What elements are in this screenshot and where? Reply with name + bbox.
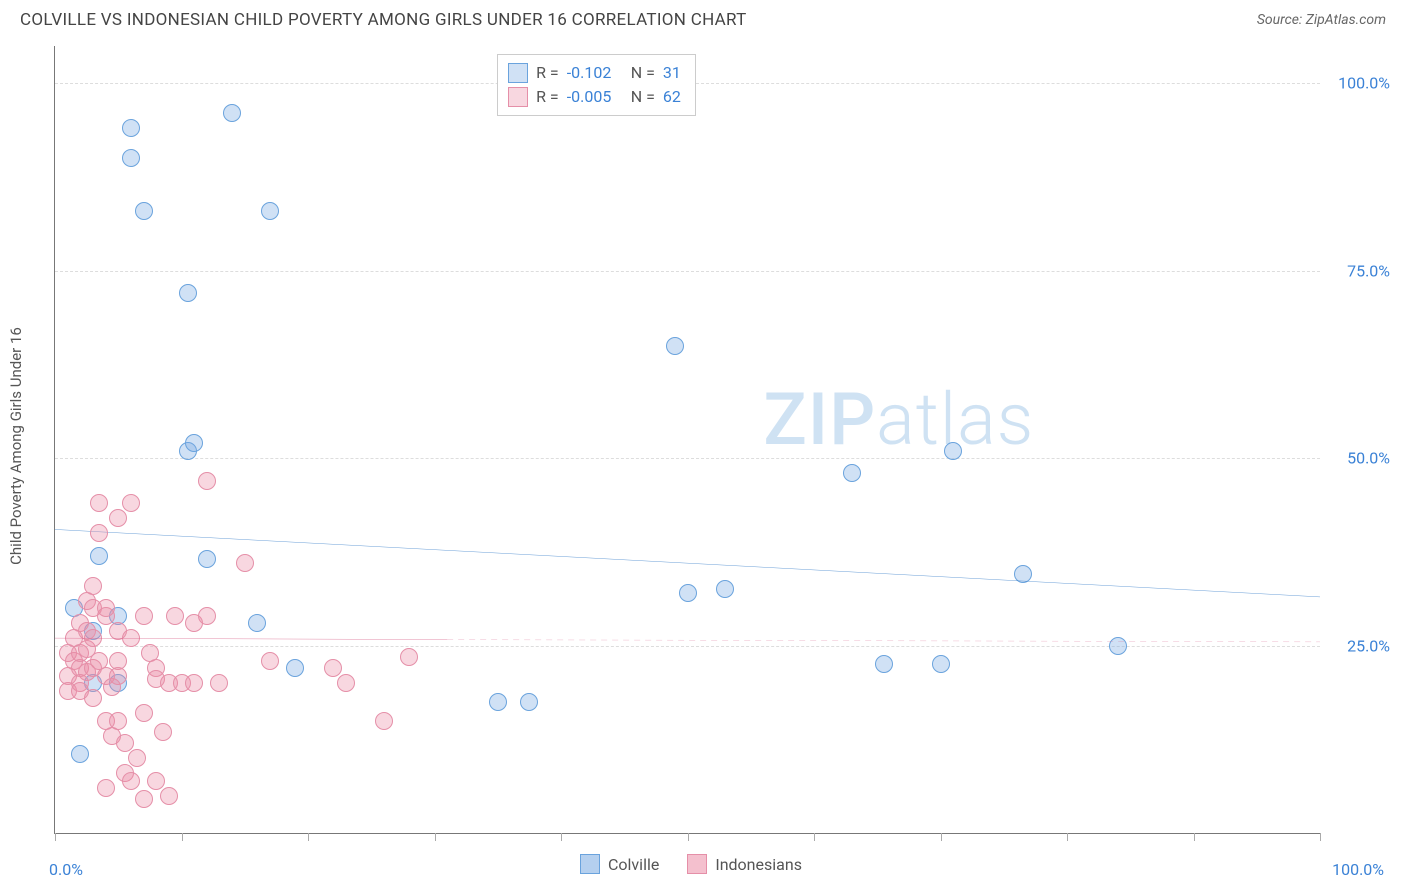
legend-stat-row: R = -0.102 N = 31 <box>508 61 681 85</box>
y-tick-label: 25.0% <box>1347 636 1390 655</box>
legend-item: Indonesians <box>687 854 802 874</box>
n-value: 62 <box>663 85 681 109</box>
n-value: 31 <box>663 61 681 85</box>
legend-label: Colville <box>608 855 659 874</box>
legend-swatch <box>687 854 707 874</box>
plot-area: ZIPatlas 25.0%50.0%75.0%100.0%0.0%100.0% <box>54 46 1320 834</box>
x-tick <box>1067 833 1068 841</box>
r-label: R = <box>536 61 559 85</box>
x-tick <box>308 833 309 841</box>
x-tick <box>941 833 942 841</box>
y-axis-label: Child Poverty Among Girls Under 16 <box>7 327 25 565</box>
x-tick <box>814 833 815 841</box>
x-tick-label: 0.0% <box>49 860 83 879</box>
x-tick <box>561 833 562 841</box>
legend-swatch <box>508 87 528 107</box>
correlation-legend: R = -0.102 N = 31 R = -0.005 N = 62 <box>497 54 696 116</box>
y-tick-label: 50.0% <box>1347 449 1390 468</box>
chart-area: ZIPatlas 25.0%50.0%75.0%100.0%0.0%100.0%… <box>54 46 1320 834</box>
x-tick <box>1320 833 1321 841</box>
chart-title: COLVILLE VS INDONESIAN CHILD POVERTY AMO… <box>20 10 747 30</box>
trend-line <box>55 46 1320 833</box>
y-tick-label: 75.0% <box>1347 261 1390 280</box>
legend-swatch <box>508 63 528 83</box>
x-tick <box>55 833 56 841</box>
source-attribution: Source: ZipAtlas.com <box>1257 12 1386 28</box>
x-tick <box>688 833 689 841</box>
legend-item: Colville <box>580 854 659 874</box>
series-legend: Colville Indonesians <box>580 854 802 874</box>
r-value: -0.005 <box>567 85 623 109</box>
r-label: R = <box>536 85 559 109</box>
legend-label: Indonesians <box>715 855 802 874</box>
x-tick-label: 100.0% <box>1332 860 1384 879</box>
legend-stat-row: R = -0.005 N = 62 <box>508 85 681 109</box>
chart-header: COLVILLE VS INDONESIAN CHILD POVERTY AMO… <box>0 0 1406 36</box>
n-label: N = <box>631 85 655 109</box>
n-label: N = <box>631 61 655 85</box>
legend-swatch <box>580 854 600 874</box>
x-tick <box>1194 833 1195 841</box>
x-tick <box>182 833 183 841</box>
x-tick <box>435 833 436 841</box>
y-tick-label: 100.0% <box>1338 74 1390 93</box>
r-value: -0.102 <box>567 61 623 85</box>
